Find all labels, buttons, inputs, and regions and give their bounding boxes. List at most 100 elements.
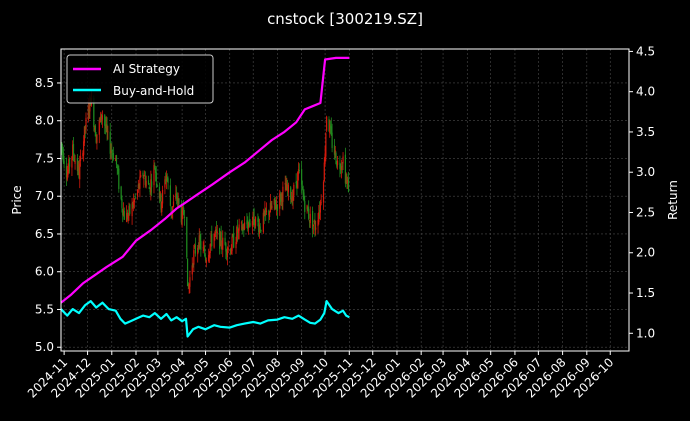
candle-body-up: [122, 210, 125, 216]
candle-body-down: [178, 198, 180, 204]
series-line-ai-strategy: [60, 56, 350, 304]
candle-body-down: [192, 264, 194, 265]
candle-body-down: [246, 220, 248, 225]
candle-body-up: [100, 112, 102, 122]
candle-body-down: [339, 162, 341, 169]
candle-body-down: [154, 167, 156, 170]
candle-body-up: [340, 166, 343, 171]
candle-body-up: [240, 222, 243, 224]
candle-body-up: [193, 250, 195, 265]
candle-body-up: [319, 203, 321, 213]
candle-body-up: [323, 162, 325, 182]
candle-body-down: [281, 194, 283, 202]
candle-body-down: [333, 145, 336, 155]
chart-title: cnstock [300219.SZ]: [267, 10, 423, 28]
candle-body-down: [241, 225, 243, 232]
candle-body-down: [226, 250, 228, 255]
price-axis-label: Price: [10, 185, 24, 214]
return-axis-label: Return: [666, 180, 680, 220]
price-axis: 5.0 5.5 6.0 6.5 7.0 7.5 8.0 8.5: [35, 76, 61, 354]
candle-body-down: [247, 223, 249, 229]
candle-body-down: [268, 210, 270, 216]
candle-body-down: [335, 152, 337, 165]
candle-body-down: [328, 119, 330, 132]
candle-body-up: [227, 247, 229, 251]
candle-body-up: [329, 124, 331, 134]
price-tick-label: 6.5: [35, 227, 54, 241]
candle-body-down: [243, 228, 245, 231]
candle-body-down: [236, 226, 239, 235]
candle-body-up: [133, 199, 136, 203]
candle-body-up: [322, 181, 325, 203]
candle-body-down: [249, 223, 251, 226]
candle-body-down: [76, 158, 79, 171]
candle-body-up: [79, 163, 81, 180]
candle-body-down: [111, 153, 114, 155]
candle-body-up: [231, 236, 233, 252]
candle-body-down: [134, 196, 136, 198]
candle-body-up: [110, 150, 112, 153]
candle-body-down: [276, 204, 279, 211]
candle-body-down: [101, 114, 103, 120]
candle-body-up: [208, 254, 210, 262]
candle-body-up: [265, 210, 268, 212]
candle-body-down: [340, 167, 342, 171]
candle-body-up: [128, 206, 130, 213]
candle-body-up: [182, 208, 184, 213]
candle-body-down: [126, 212, 129, 220]
candle-body-down: [106, 124, 108, 133]
candle-body-up: [315, 227, 317, 230]
candle-body-up: [251, 221, 254, 226]
series-line-buy-and-hold: [60, 300, 350, 338]
candle-body-up: [258, 224, 261, 234]
price-tick-label: 5.5: [35, 302, 54, 316]
candle-body-down: [336, 161, 338, 167]
candle-body-up: [153, 165, 155, 186]
candle-body-up: [198, 235, 200, 248]
candle-body-up: [202, 247, 204, 249]
candle-body-down: [147, 180, 150, 185]
candle-body-up: [286, 183, 288, 191]
candle-body-down: [285, 184, 287, 191]
legend-label-ai-strategy: AI Strategy: [113, 62, 180, 76]
candle-body-down: [104, 124, 107, 129]
candle-body-down: [290, 187, 292, 200]
candle-body-up: [242, 226, 244, 230]
candle-body-up: [221, 247, 223, 249]
candle-body-down: [265, 208, 267, 213]
candle-body-up: [89, 96, 91, 112]
candle-body-down: [253, 208, 255, 226]
candle-body-down: [169, 185, 171, 206]
candle-body-up: [264, 209, 266, 216]
candle-body-up: [318, 212, 320, 223]
candle-body-up: [205, 260, 207, 263]
price-tick-label: 8.5: [35, 76, 54, 90]
candle-body-down: [148, 187, 150, 189]
candle-body-down: [263, 212, 265, 216]
candle-body-down: [109, 131, 111, 154]
candle-body-up: [159, 191, 161, 199]
candle-body-down: [220, 231, 222, 246]
candle-body-up: [214, 232, 216, 234]
candle-body-up: [317, 219, 319, 227]
candle-body-down: [151, 181, 153, 188]
candle-body-up: [191, 265, 193, 275]
candle-body-up: [215, 229, 217, 232]
candle-body-down: [311, 211, 314, 230]
candle-body-up: [82, 153, 84, 156]
candle-body-down: [132, 204, 134, 208]
candle-body-down: [104, 115, 106, 126]
candle-body-down: [200, 241, 202, 250]
candle-body-down: [331, 132, 333, 148]
candle-body-down: [65, 166, 68, 178]
candle-body-up: [93, 127, 96, 130]
candle-body-up: [284, 182, 286, 185]
return-tick-label: 3.5: [636, 125, 655, 139]
candle-body-up: [85, 117, 87, 130]
candle-body-down: [204, 256, 207, 261]
return-tick-label: 2.5: [636, 205, 655, 219]
candle-body-down: [186, 216, 188, 258]
candle-body-down: [117, 169, 119, 171]
candle-body-down: [78, 166, 80, 178]
